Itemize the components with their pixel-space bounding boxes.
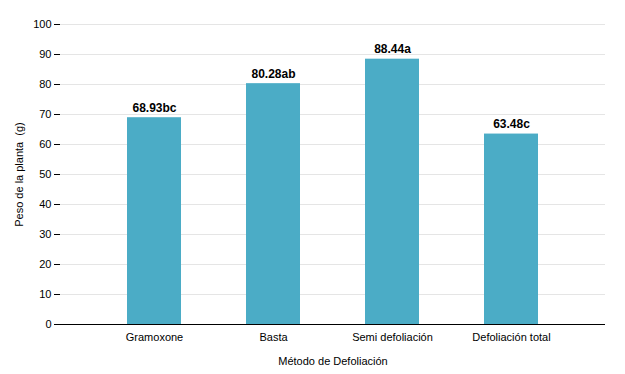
svg-text:Método de Defoliación: Método de Defoliación — [278, 355, 387, 367]
svg-text:40: 40 — [39, 198, 51, 210]
svg-text:90: 90 — [39, 48, 51, 60]
svg-text:88.44a: 88.44a — [374, 42, 411, 56]
svg-text:0: 0 — [45, 318, 51, 330]
svg-text:20: 20 — [39, 258, 51, 270]
svg-text:Basta: Basta — [259, 331, 288, 343]
svg-text:80: 80 — [39, 78, 51, 90]
svg-text:30: 30 — [39, 228, 51, 240]
svg-text:50: 50 — [39, 168, 51, 180]
svg-text:Defoliación total: Defoliación total — [472, 331, 550, 343]
svg-text:10: 10 — [39, 288, 51, 300]
svg-text:63.48c: 63.48c — [493, 117, 530, 131]
svg-text:100: 100 — [33, 18, 51, 30]
svg-text:70: 70 — [39, 108, 51, 120]
svg-text:Peso de la planta (g): Peso de la planta (g) — [13, 122, 25, 227]
svg-text:60: 60 — [39, 138, 51, 150]
svg-text:80.28ab: 80.28ab — [251, 67, 295, 81]
svg-text:Gramoxone: Gramoxone — [126, 331, 183, 343]
svg-text:68.93bc: 68.93bc — [132, 101, 176, 115]
svg-text:Semi defoliación: Semi defoliación — [352, 331, 433, 343]
